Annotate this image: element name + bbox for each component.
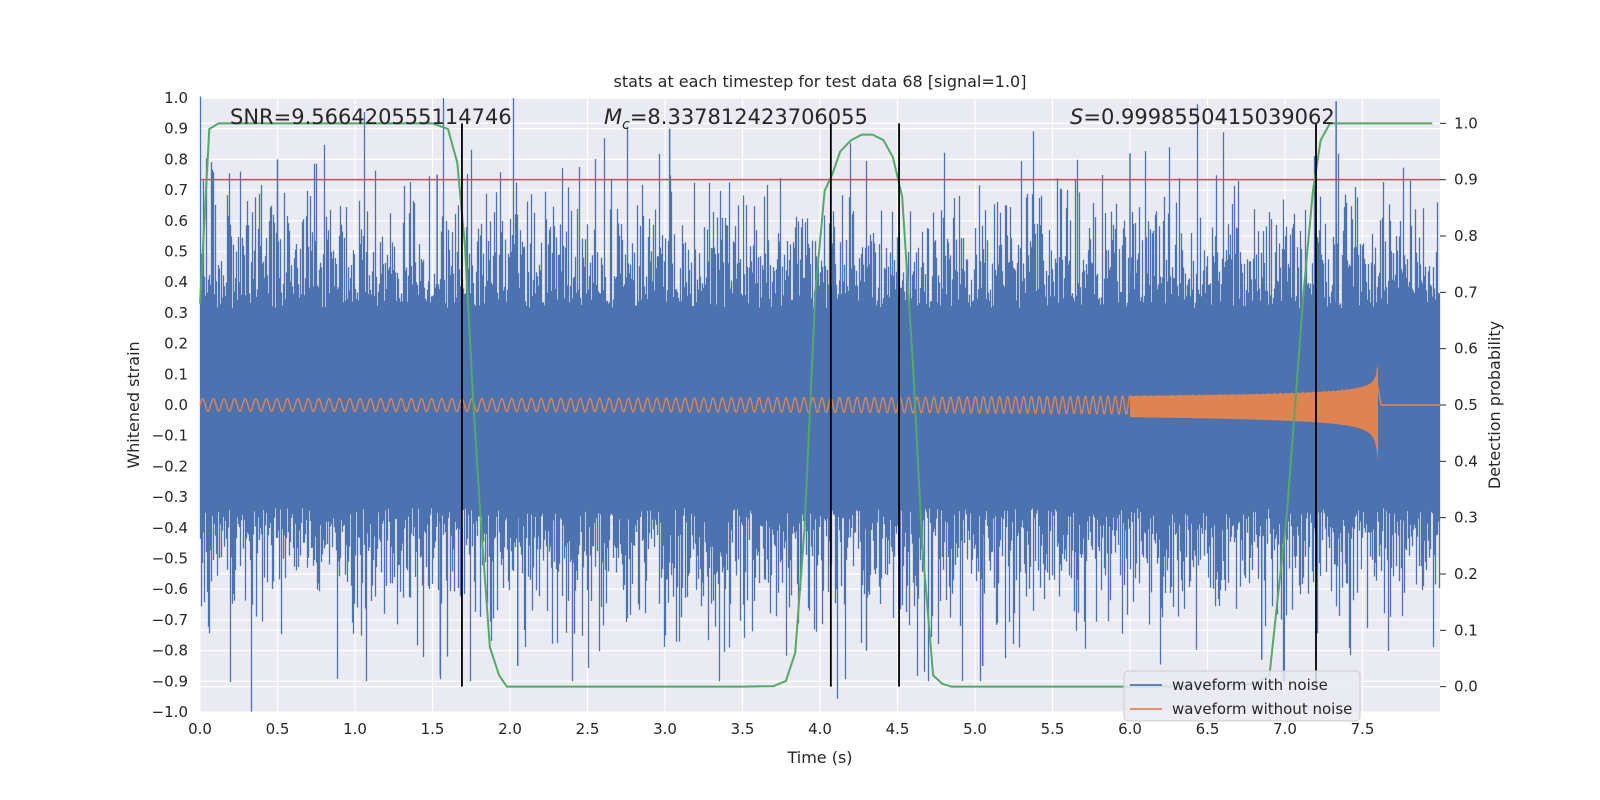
y-tick-label: 0.2 bbox=[164, 335, 188, 353]
y-right-axis-ticks: 1.0 0.9 0.8 0.7 0.6 0.5 0.4 0.3 0.2 0.1 0.0 bbox=[1440, 114, 1478, 696]
y-right-tick-label: 0.6 bbox=[1454, 340, 1478, 358]
annotation-statistic: S=0.9998550415039062 bbox=[1070, 105, 1335, 129]
x-axis-label: Time (s) bbox=[786, 748, 852, 767]
x-tick-label: 4.0 bbox=[808, 720, 832, 738]
y-tick-label: 0.1 bbox=[164, 365, 188, 383]
annotation-s-value: =0.9998550415039062 bbox=[1083, 105, 1334, 129]
y-tick-label: −0.9 bbox=[152, 672, 188, 690]
x-tick-label: 1.5 bbox=[421, 720, 445, 738]
y-right-tick-label: 0.0 bbox=[1454, 678, 1478, 696]
y-tick-label: −1.0 bbox=[152, 703, 188, 721]
annotation-mc-symbol: M bbox=[604, 105, 622, 129]
y-tick-label: 0.6 bbox=[164, 212, 188, 230]
y-tick-label: 0.4 bbox=[164, 273, 188, 291]
legend: waveform with noise waveform without noi… bbox=[1123, 670, 1361, 722]
chart-title: stats at each timestep for test data 68 … bbox=[614, 72, 1027, 91]
y-right-tick-label: 0.5 bbox=[1454, 396, 1478, 414]
y-tick-label: −0.6 bbox=[152, 580, 188, 598]
y-tick-label: −0.8 bbox=[152, 642, 188, 660]
y-right-axis-label: Detection probability bbox=[1485, 321, 1504, 489]
y-tick-label: 0.3 bbox=[164, 304, 188, 322]
annotation-s-symbol: S bbox=[1070, 105, 1083, 129]
y-tick-label: −0.2 bbox=[152, 457, 188, 475]
annotation-mc-value: =8.337812423706055 bbox=[630, 105, 868, 129]
annotation-snr: SNR=9.566420555114746 bbox=[230, 105, 512, 129]
y-tick-label: 0.0 bbox=[164, 396, 188, 414]
x-tick-label: 2.0 bbox=[498, 720, 522, 738]
y-right-tick-label: 0.3 bbox=[1454, 509, 1478, 527]
x-tick-label: 4.5 bbox=[886, 720, 910, 738]
noisy-waveform-path bbox=[199, 96, 1441, 712]
x-tick-label: 6.5 bbox=[1196, 720, 1220, 738]
y-right-tick-label: 1.0 bbox=[1454, 114, 1478, 132]
y-right-tick-label: 0.9 bbox=[1454, 171, 1478, 189]
series-waveform-with-noise bbox=[199, 96, 1441, 712]
y-axis-ticks: 1.0 0.9 0.8 0.7 0.6 0.5 0.4 0.3 0.2 0.1 0.0 −0.1 −0.… bbox=[152, 89, 188, 721]
clean-waveform-envelope bbox=[1130, 364, 1378, 460]
y-right-tick-label: 0.4 bbox=[1454, 452, 1478, 470]
legend-box bbox=[1123, 670, 1361, 722]
x-tick-label: 2.5 bbox=[576, 720, 600, 738]
y-axis-label: Whitened strain bbox=[124, 341, 143, 468]
legend-label-clean: waveform without noise bbox=[1172, 700, 1352, 718]
series-detection-probability bbox=[199, 122, 1433, 688]
y-right-tick-label: 0.8 bbox=[1454, 227, 1478, 245]
series-waveform-without-noise bbox=[199, 364, 1440, 460]
x-tick-label: 3.5 bbox=[731, 720, 755, 738]
x-axis-ticks: 0.0 0.5 1.0 1.5 2.0 2.5 3.0 3.5 4.0 4.5 5.0 5.5 6.0 6… bbox=[188, 720, 1374, 738]
y-right-tick-label: 0.7 bbox=[1454, 283, 1478, 301]
annotation-chirp-mass: Mc=8.337812423706055 bbox=[604, 105, 868, 133]
y-tick-label: 1.0 bbox=[164, 89, 188, 107]
x-tick-label: 7.0 bbox=[1273, 720, 1297, 738]
y-tick-label: 0.7 bbox=[164, 181, 188, 199]
y-tick-label: −0.1 bbox=[152, 427, 188, 445]
x-tick-label: 0.5 bbox=[266, 720, 290, 738]
x-tick-label: 0.0 bbox=[188, 720, 212, 738]
x-tick-label: 5.0 bbox=[963, 720, 987, 738]
y-tick-label: −0.7 bbox=[152, 611, 188, 629]
y-tick-label: 0.9 bbox=[164, 120, 188, 138]
x-tick-label: 7.5 bbox=[1351, 720, 1375, 738]
y-tick-label: 0.5 bbox=[164, 243, 188, 261]
y-tick-label: 0.8 bbox=[164, 150, 188, 168]
y-right-tick-label: 0.2 bbox=[1454, 565, 1478, 583]
y-tick-label: −0.5 bbox=[152, 550, 188, 568]
legend-label-noisy: waveform with noise bbox=[1172, 676, 1328, 694]
x-tick-label: 5.5 bbox=[1041, 720, 1065, 738]
y-tick-label: −0.3 bbox=[152, 488, 188, 506]
detection-probability-line bbox=[199, 122, 1433, 688]
y-right-tick-label: 0.1 bbox=[1454, 621, 1478, 639]
detection-vertical-lines bbox=[461, 123, 1317, 687]
x-tick-label: 3.0 bbox=[653, 720, 677, 738]
y-tick-label: −0.4 bbox=[152, 519, 188, 537]
x-tick-label: 6.0 bbox=[1118, 720, 1142, 738]
x-tick-label: 1.0 bbox=[343, 720, 367, 738]
annotation-mc-subscript: c bbox=[622, 117, 630, 133]
